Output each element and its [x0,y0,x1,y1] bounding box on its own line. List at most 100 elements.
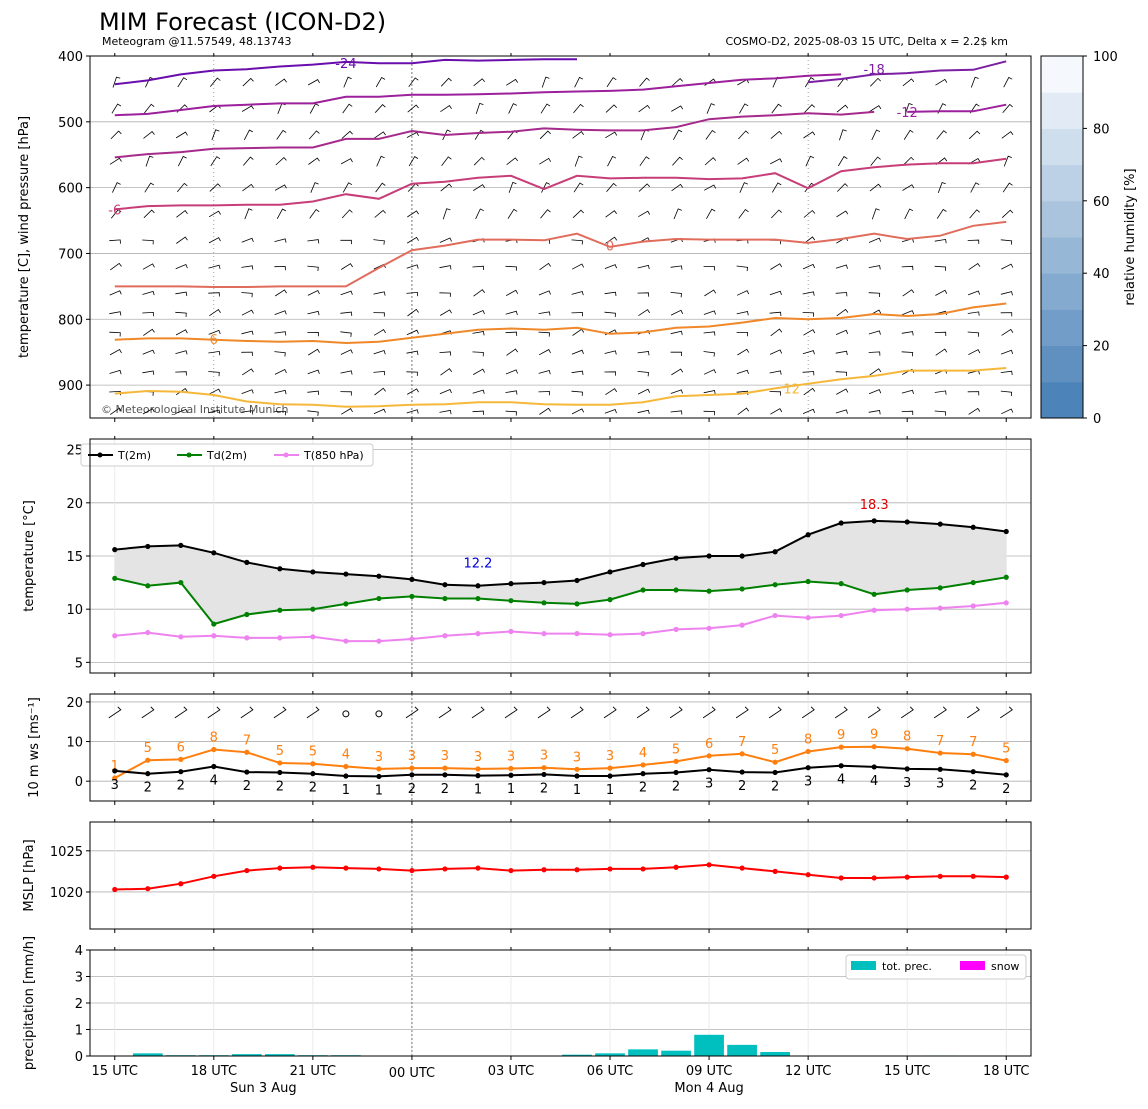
wind-barb [639,156,650,167]
series-point [178,634,184,640]
wind-speed-label: 3 [705,777,713,792]
wind-barb [472,309,485,316]
precip-bar [595,1053,625,1056]
legend-label: tot. prec. [882,960,932,973]
series-point [772,612,778,619]
series-point [1003,772,1009,778]
y-tick-label: 20 [66,497,83,512]
wind-barb [671,78,683,87]
series-point [277,566,283,572]
series-point [508,765,514,772]
wind-barb [175,131,188,139]
series-point [706,553,712,559]
series-point [772,759,778,765]
wind-barb [406,329,419,336]
wind-barb [309,103,320,114]
wind-barb [606,77,617,88]
wind-barb [506,157,519,166]
wind-barb [902,184,915,191]
wind-barb [935,78,948,86]
wind-barb [274,368,287,375]
series-point [607,773,613,779]
wind-barb [1001,408,1014,415]
wind-barb [670,330,683,335]
series-point [475,595,481,602]
legend: T(2m) Td(2m) T(850 hPa) [80,443,374,467]
series-point [442,866,448,872]
wind-speed-label: 5 [1002,742,1010,757]
surface-wind-barb [537,706,551,719]
wind-barb [177,155,187,167]
series-point [211,550,217,556]
wind-barb [770,328,783,337]
wind-barb [869,105,882,112]
isotherm-label: -12 [897,106,918,121]
wind-barb [968,349,981,356]
wind-barb [343,76,352,88]
series-point [673,769,679,776]
wind-barb [1000,239,1013,245]
wind-barb [109,239,121,244]
wind-barb [901,331,914,336]
wind-barb [571,408,585,415]
surface-wind-barb [108,706,122,719]
wind-barb [771,209,782,219]
surface-wind-barb [999,706,1013,719]
wind-barb [703,331,716,336]
wind-barb [274,331,287,336]
wind-speed-label: 4 [210,774,218,789]
wind-barb [672,156,683,166]
subtitle-location: Meteogram @11.57549, 48.13743 [102,35,292,48]
wind-barb [1001,328,1014,336]
wind-barb [505,265,517,271]
wind-barb [670,309,684,316]
y-tick-label: 1 [75,1024,83,1039]
wind-barb [836,210,849,218]
series-point [508,581,514,587]
series-point [673,626,679,632]
wind-barb [571,370,584,375]
wind-barb [472,351,484,357]
wind-barb [275,78,287,86]
wind-barb [274,389,287,395]
wind-speed-label: 5 [276,744,284,759]
wind-speed-label: 5 [309,745,317,760]
wind-barb [439,388,452,395]
wind-barb [373,239,385,245]
wind-barb [802,312,815,317]
isotherm-line [114,302,1007,345]
series-point [805,748,811,755]
wind-barb [340,158,353,165]
wind-barb [736,265,749,272]
wind-barb [374,387,386,396]
wind-barb [770,263,783,270]
y-tick-label: 10 [66,736,83,751]
wind-barb [802,263,816,270]
surface-wind-barb [306,706,320,719]
panel-precipitation: 0 1 2 3 4 precipitation [mm/h] tot. prec. snow [22,936,1032,1070]
wind-barb [769,370,782,375]
wind-barb [604,291,617,297]
wind-barb [142,311,154,317]
wind-barb [638,309,651,317]
wind-barb [440,77,452,87]
series-point [178,756,184,762]
series-point [343,763,349,770]
wind-barb [671,183,684,192]
wind-speed-label: 2 [144,781,152,796]
colorbar-tick-label: 20 [1093,340,1110,355]
wind-barb [473,368,486,375]
wind-barb [340,370,353,375]
y-tick-label: 0 [75,775,83,790]
wind-barb [571,239,583,245]
series-point [112,775,118,781]
wind-barb [307,265,319,272]
series-point [310,771,316,777]
wind-barb [112,182,121,193]
wind-barb [508,181,517,193]
wind-barb [670,351,682,356]
wind-barb [210,156,221,167]
series-point [310,864,316,870]
series-point [838,612,844,619]
wind-barb [804,77,815,88]
